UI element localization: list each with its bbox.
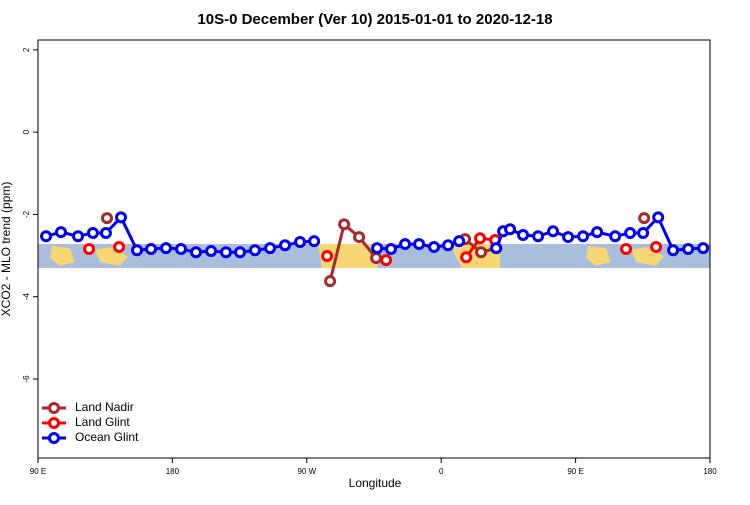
series-point <box>205 245 218 258</box>
x-axis-label: Longitude <box>349 476 402 490</box>
legend-label: Land Nadir <box>75 400 134 414</box>
legend-label: Ocean Glint <box>75 430 139 444</box>
series-point <box>40 230 53 243</box>
plot-frame <box>37 39 711 459</box>
series-point <box>504 223 517 236</box>
series-point <box>650 240 663 253</box>
series-point <box>113 240 126 253</box>
y-tick-label: -2 <box>22 210 31 218</box>
series-point <box>100 212 113 225</box>
series-point <box>475 246 488 259</box>
series-point <box>353 231 366 244</box>
y-axis-label: XCO2 - MLO trend (ppm) <box>0 182 13 317</box>
series-point <box>338 218 351 231</box>
series-point <box>638 212 651 225</box>
series-point <box>385 243 398 255</box>
series-point <box>474 232 487 245</box>
y-tick-label: 0 <box>22 129 31 134</box>
series-point <box>517 229 530 242</box>
series-point <box>131 244 144 257</box>
x-tick-label: 180 <box>703 467 717 476</box>
x-tick-label: 90 E <box>567 467 583 476</box>
series-point <box>682 243 695 255</box>
chart-title: 10S-0 December (Ver 10) 2015-01-01 to 20… <box>197 11 552 28</box>
series-point <box>460 251 473 264</box>
series-point <box>532 230 545 243</box>
series-point <box>72 230 85 243</box>
series-point <box>83 243 96 255</box>
legend-marker <box>48 402 60 414</box>
series-point <box>278 239 291 252</box>
series-point <box>86 226 99 239</box>
y-tick-label: -6 <box>22 375 31 383</box>
series-point <box>189 246 202 259</box>
series-point <box>453 235 466 248</box>
series-point <box>324 275 337 288</box>
legend-label: Land Glint <box>75 415 130 429</box>
series-line <box>494 214 704 252</box>
series-point <box>175 243 188 255</box>
series-point <box>637 226 650 239</box>
series-point <box>413 238 426 251</box>
series-point <box>620 243 633 255</box>
series-point <box>697 242 710 255</box>
x-tick-label: 180 <box>166 467 180 476</box>
legend-marker <box>48 432 60 444</box>
series-point <box>370 252 383 265</box>
series-point <box>308 235 321 248</box>
legend-marker <box>48 417 60 429</box>
series-point <box>54 226 67 239</box>
series-point <box>667 244 680 257</box>
series-point <box>294 236 307 249</box>
series-point <box>115 211 128 224</box>
series-point <box>577 230 590 243</box>
series-point <box>145 243 158 255</box>
series-point <box>371 242 384 255</box>
y-tick-label: -4 <box>22 293 31 301</box>
series-point <box>159 242 172 255</box>
series-point <box>99 226 112 239</box>
series-point <box>428 240 441 253</box>
series-point <box>624 226 637 239</box>
series-point <box>380 254 393 267</box>
series-point <box>264 242 277 255</box>
x-tick-label: 90 W <box>297 467 316 476</box>
series-point <box>321 249 334 262</box>
series-point <box>652 211 665 224</box>
series-point <box>248 244 261 257</box>
series-point <box>220 246 233 259</box>
series-point <box>234 246 247 259</box>
series-point <box>442 239 455 252</box>
series-point <box>490 242 503 255</box>
series-point <box>547 225 560 238</box>
x-tick-label: 0 <box>439 467 444 476</box>
series-point <box>591 226 604 239</box>
series-point <box>609 230 622 243</box>
x-tick-label: 90 E <box>30 467 46 476</box>
y-tick-label: 2 <box>22 47 31 52</box>
series-point <box>399 238 412 251</box>
series-line <box>328 221 378 282</box>
series-point <box>562 231 575 244</box>
